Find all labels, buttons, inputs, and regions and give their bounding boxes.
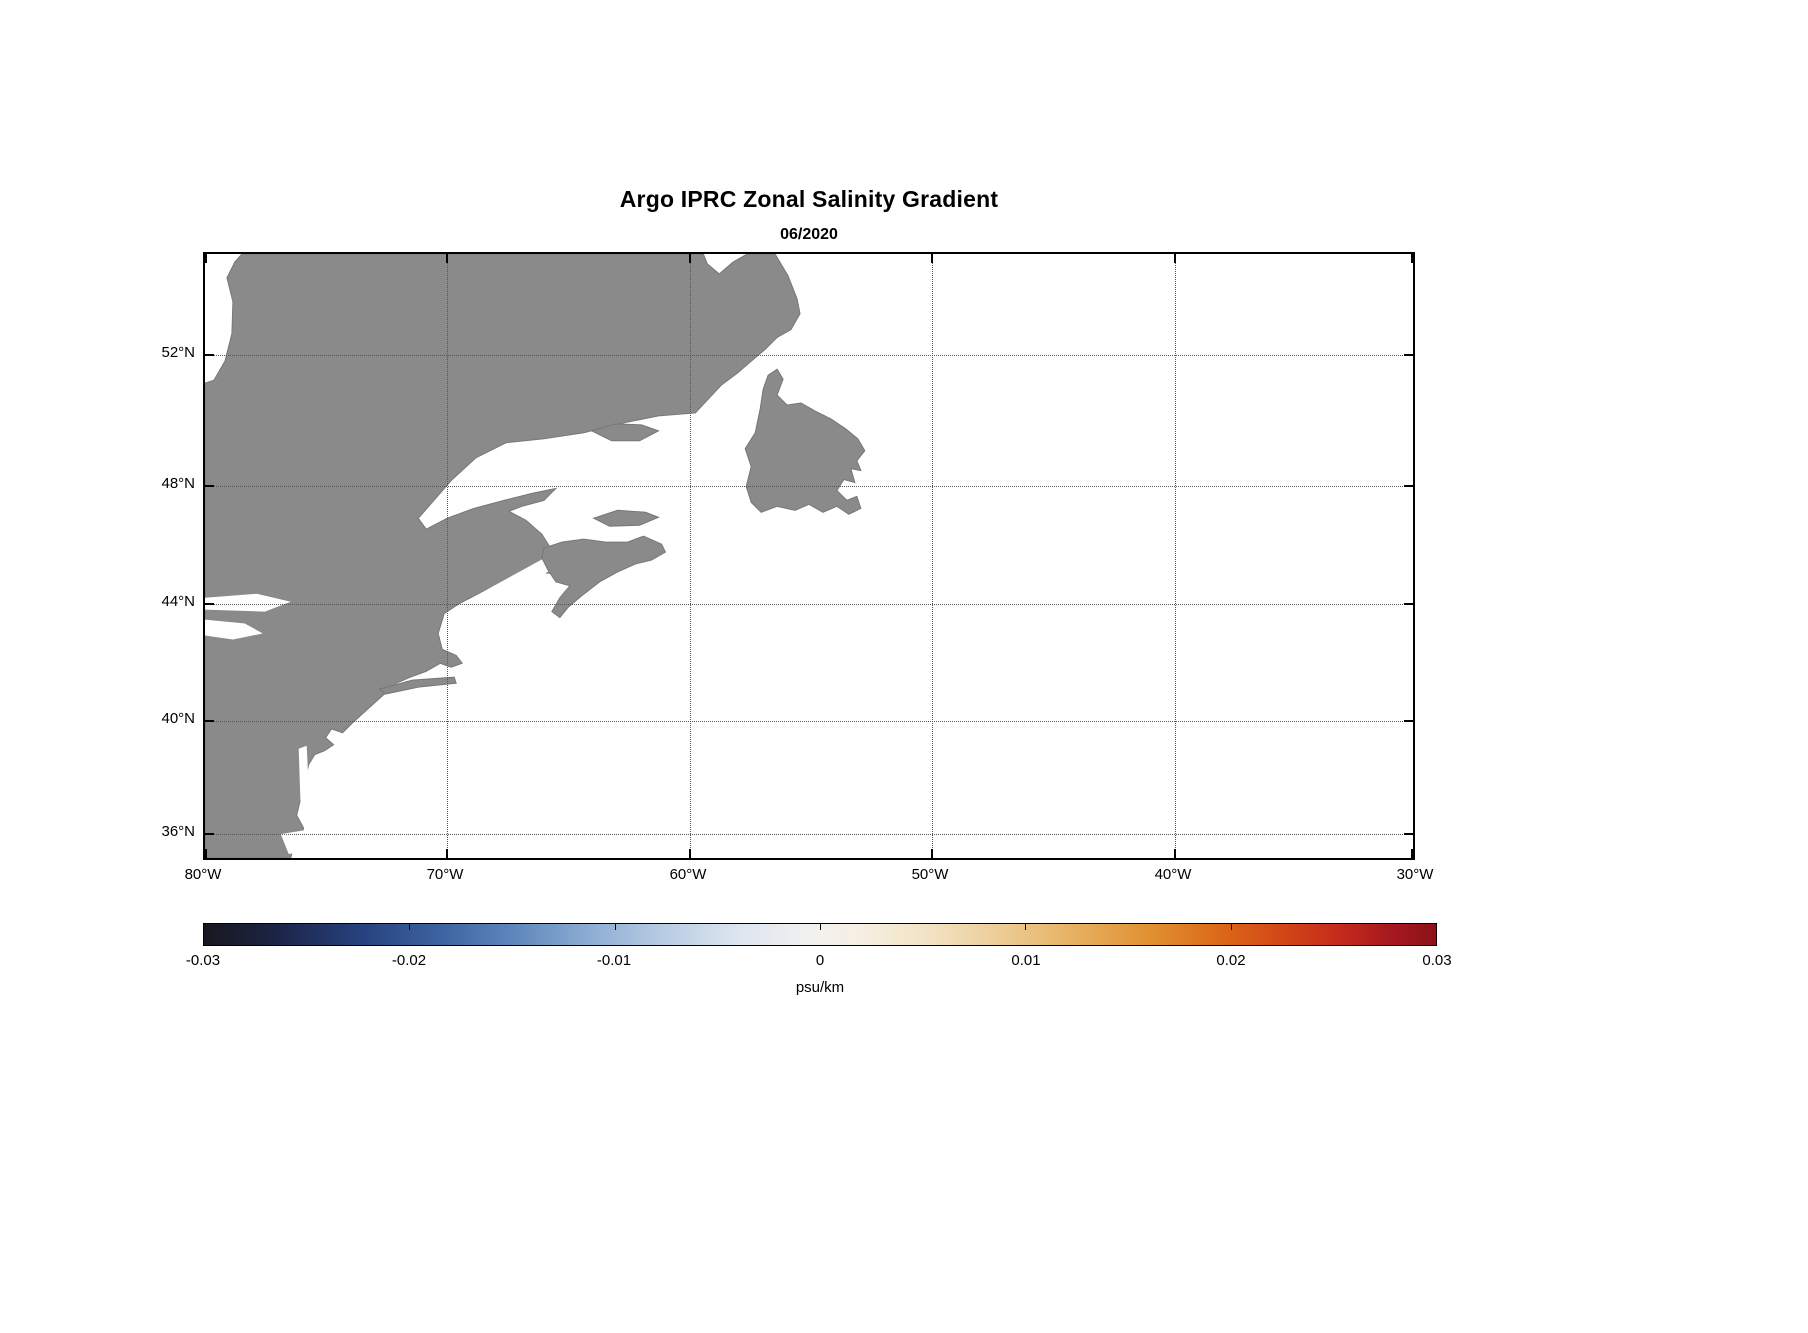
axis-tick [205,833,214,835]
axis-tick [1404,833,1413,835]
axis-tick [931,849,933,858]
axis-tick [689,254,691,263]
colorbar-tick [409,924,411,930]
y-tick-label: 52°N [161,344,195,361]
figure-subtitle: 06/2020 [780,226,838,243]
axis-tick [205,603,214,605]
colorbar-tick-label: 0.01 [1011,952,1041,969]
colorbar-tick-label: 0 [815,952,825,969]
colorbar-gradient [204,924,1436,945]
colorbar-tick-label: 0.03 [1422,952,1452,969]
axis-tick [205,485,214,487]
axis-tick [205,849,207,858]
gridline-44n [205,604,1413,605]
y-tick-label: 36°N [161,823,195,840]
axis-tick [1404,485,1413,487]
axis-tick [689,849,691,858]
axis-tick [1404,720,1413,722]
map-plot [203,252,1415,860]
y-tick-label: 40°N [161,710,195,727]
axis-tick [1404,603,1413,605]
water-lake-ontario [205,593,291,612]
axis-tick [1411,254,1413,263]
gridline-52n [205,355,1413,356]
x-tick-label: 60°W [669,866,707,883]
water-bay-of-fundy [472,554,564,608]
axis-tick [1404,354,1413,356]
axis-tick [446,254,448,263]
colorbar-tick-label: -0.01 [596,952,632,969]
land-mainland [205,254,801,858]
land-prince-edward-island [592,509,660,527]
colorbar-unit-label: psu/km [795,979,845,996]
gridline-36n [205,834,1413,835]
axis-tick [205,254,207,263]
colorbar-tick-label: 0.02 [1216,952,1246,969]
water-lake-small [205,619,263,640]
colorbar-tick [1025,924,1027,930]
x-tick-label: 50°W [911,866,949,883]
gridline-50w [932,254,933,858]
gridline-40n [205,721,1413,722]
axis-tick [1174,849,1176,858]
coastline-map [205,254,866,858]
axis-tick [1174,254,1176,263]
axis-tick [205,720,214,722]
colorbar-tick-label: -0.02 [391,952,427,969]
colorbar-tick [614,924,616,930]
colorbar-tick-label: -0.03 [185,952,221,969]
axis-tick [205,354,214,356]
colorbar-tick [1230,924,1232,930]
colorbar-tick [820,924,821,930]
x-tick-label: 80°W [184,866,222,883]
gridline-48n [205,486,1413,487]
land-newfoundland [744,368,866,515]
colorbar [203,923,1437,946]
page-title: Argo IPRC Zonal Salinity Gradient [619,186,999,212]
land-nova-scotia [541,535,667,619]
gridline-60w [690,254,691,858]
axis-tick [446,849,448,858]
x-tick-label: 30°W [1396,866,1434,883]
y-tick-label: 48°N [161,475,195,492]
land-long-island [378,676,457,695]
x-tick-label: 70°W [426,866,464,883]
axis-tick [931,254,933,263]
land-anticosti-island [590,423,660,442]
y-tick-label: 44°N [161,593,195,610]
axis-tick [1411,849,1413,858]
x-tick-label: 40°W [1154,866,1192,883]
gridline-70w [447,254,448,858]
gridline-40w [1175,254,1176,858]
water-chesapeake-bay [298,745,310,809]
